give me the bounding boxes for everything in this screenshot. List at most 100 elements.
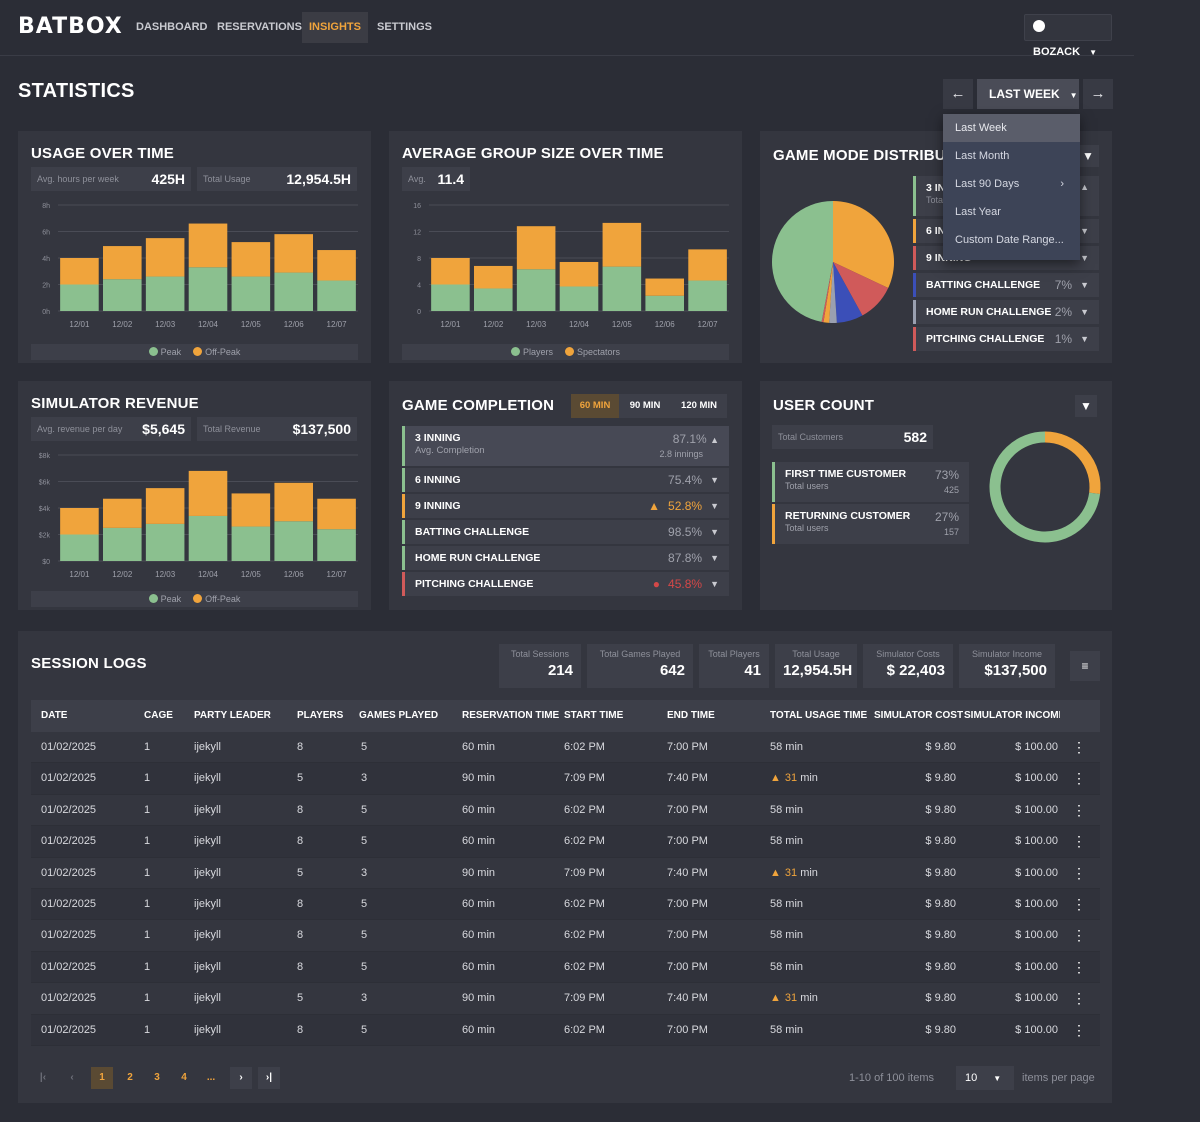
user-icon — [1033, 20, 1045, 32]
row-menu-icon[interactable]: ⋮ — [1072, 739, 1086, 755]
filter-icon[interactable]: ▼ — [1075, 395, 1097, 417]
table-row[interactable]: 01/02/2025 1 ijekyll 8 5 60 min 6:02 PM 7:00 PM… — [31, 732, 1100, 764]
x-tick-label: 12/04 — [198, 570, 219, 579]
chevron-down-icon: ▼ — [710, 501, 719, 511]
nav-insights[interactable]: INSIGHTS — [302, 12, 368, 43]
cell-date: 01/02/2025 — [41, 897, 97, 910]
option-custom-range[interactable]: Custom Date Range... — [955, 234, 1064, 246]
completion-row[interactable]: 9 INNING ▲ 52.8% ▼ — [402, 494, 729, 518]
row-menu-icon[interactable]: ⋮ — [1072, 958, 1086, 975]
bar-offpeak — [317, 498, 356, 530]
row-menu-icon[interactable]: ⋮ — [1072, 1021, 1086, 1038]
nav-reservations[interactable]: RESERVATIONS — [217, 21, 302, 33]
nav-settings[interactable]: SETTINGS — [377, 21, 433, 33]
tab-60-min[interactable]: 60 MIN — [571, 394, 619, 418]
cell-players: 8 — [297, 803, 304, 816]
page-1[interactable]: 1 — [91, 1067, 113, 1089]
chart-legend: Peak Off-Peak — [31, 591, 358, 607]
filter-lines-icon[interactable]: ≡ — [1070, 651, 1100, 681]
table-row[interactable]: 01/02/2025 1 ijekyll 8 5 60 min 6:02 PM 7:00 PM… — [31, 1014, 1100, 1046]
completion-row-3-inning[interactable]: 3 INNING Avg. Completion 87.1% ▲ 2.8 innin… — [402, 426, 729, 466]
row-menu-icon[interactable]: ⋮ — [1072, 770, 1086, 787]
option-last-month[interactable]: Last Month — [955, 150, 1010, 162]
bar-peak — [274, 272, 313, 311]
tab-120-min[interactable]: 120 MIN — [681, 400, 717, 411]
table-row[interactable]: 01/02/2025 1 ijekyll 8 5 60 min 6:02 PM 7:00 PM… — [31, 951, 1100, 984]
prev-page-icon[interactable]: ‹ — [70, 1072, 74, 1083]
x-tick-label: 12/05 — [612, 320, 633, 329]
cell-party-leader: ijekyll — [194, 772, 221, 785]
range-dropdown[interactable]: LAST WEEK ▼ — [977, 79, 1079, 109]
table-row[interactable]: 01/02/2025 1 ijekyll 8 5 60 min 6:02 PM 7:00 PM… — [31, 826, 1100, 858]
row-menu-icon[interactable]: ⋮ — [1072, 927, 1086, 944]
cell-total-usage-time: 58 min — [770, 741, 804, 753]
completion-row[interactable]: BATTING CHALLENGE 98.5% ▼ — [402, 520, 729, 544]
row-menu-icon[interactable]: ⋮ — [1072, 864, 1086, 881]
bar-offpeak — [231, 493, 271, 527]
cell-simulator-cost: $ 9.80 — [925, 992, 956, 1005]
prev-range-button[interactable]: ← — [943, 79, 973, 109]
cell-date: 01/02/2025 — [41, 741, 97, 753]
col-reservation-time[interactable]: RESERVATION TIME — [462, 710, 560, 721]
chevron-down-icon: ▼ — [1080, 334, 1089, 344]
y-tick-label: $8k — [39, 453, 51, 460]
game-mode-row[interactable]: HOME RUN CHALLENGE 2% ▼ — [913, 300, 1099, 324]
game-mode-row[interactable]: BATTING CHALLENGE 7% ▼ — [913, 273, 1099, 297]
option-last-90-days[interactable]: Last 90 Days › — [943, 170, 1080, 198]
first-page-icon[interactable]: |‹ — [39, 1072, 47, 1083]
cell-date: 01/02/2025 — [41, 772, 97, 785]
legend-item-offpeak: Off-Peak — [193, 594, 240, 604]
col-games-played[interactable]: GAMES PLAYED — [359, 710, 439, 721]
col-sim-income[interactable]: SIMULATOR INCOME — [964, 710, 1060, 721]
page-ellipsis[interactable]: ... — [206, 1072, 216, 1083]
table-row[interactable]: 01/02/2025 1 ijekyll 8 5 60 min 6:02 PM 7:00 PM… — [31, 888, 1100, 921]
row-menu-icon[interactable]: ⋮ — [1072, 833, 1086, 850]
summary-total-usage: Total Usage 12,954.5H — [775, 644, 857, 688]
col-date[interactable]: DATE — [41, 710, 68, 721]
last-page-icon[interactable]: ›| — [258, 1067, 280, 1089]
cell-simulator-income: $ 100.00 — [1015, 929, 1058, 942]
table-row[interactable]: 01/02/2025 1 ijekyll 8 5 60 min 6:02 PM 7:00 PM… — [31, 794, 1100, 827]
per-page-select[interactable]: 10 ▼ — [956, 1066, 1014, 1090]
row-menu-icon[interactable]: ⋮ — [1072, 990, 1086, 1007]
cell-date: 01/02/2025 — [41, 866, 97, 879]
table-row[interactable]: 01/02/2025 1 ijekyll 8 5 60 min 6:02 PM 7:00 PM… — [31, 920, 1100, 952]
option-last-week[interactable]: Last Week — [943, 114, 1080, 142]
user-row-returning[interactable]: RETURNING CUSTOMER Total users 27% 157 — [772, 504, 969, 544]
row-menu-icon[interactable]: ⋮ — [1072, 895, 1086, 912]
col-end-time[interactable]: END TIME — [667, 710, 715, 721]
next-page-icon[interactable]: › — [230, 1067, 252, 1089]
next-range-button[interactable]: → — [1083, 79, 1113, 109]
completion-row[interactable]: HOME RUN CHALLENGE 87.8% ▼ — [402, 546, 729, 570]
col-sim-cost[interactable]: SIMULATOR COST — [874, 710, 964, 721]
y-tick-label: $4k — [39, 506, 51, 513]
cell-end-time: 7:40 PM — [667, 866, 708, 879]
y-tick-label: $0 — [42, 559, 50, 566]
filter-icon[interactable]: ▼ — [1077, 145, 1099, 167]
cell-start-time: 7:09 PM — [564, 772, 605, 785]
page-3[interactable]: 3 — [154, 1072, 160, 1083]
page-2[interactable]: 2 — [127, 1072, 133, 1083]
completion-row[interactable]: 6 INNING 75.4% ▼ — [402, 468, 729, 492]
col-party-leader[interactable]: PARTY LEADER — [194, 710, 271, 721]
tab-90-min[interactable]: 90 MIN — [629, 400, 661, 411]
table-row[interactable]: 01/02/2025 1 ijekyll 5 3 90 min 7:09 PM 7:40 PM… — [31, 763, 1100, 795]
col-cage[interactable]: CAGE — [144, 710, 173, 721]
user-menu-button[interactable]: BOZACK ▼ — [1024, 14, 1112, 58]
bar-offpeak — [188, 470, 228, 516]
batbox-logo[interactable]: BATBOX — [18, 14, 123, 39]
row-menu-icon[interactable]: ⋮ — [1072, 801, 1086, 818]
page-4[interactable]: 4 — [181, 1072, 187, 1083]
option-last-year[interactable]: Last Year — [955, 206, 1001, 218]
completion-row[interactable]: PITCHING CHALLENGE ● 45.8% ▼ — [402, 572, 729, 596]
chevron-down-icon: ▼ — [1089, 48, 1097, 57]
user-row-first-time[interactable]: FIRST TIME CUSTOMER Total users 73% 425 — [772, 462, 969, 502]
y-tick-label: 6h — [42, 230, 50, 237]
col-players[interactable]: PLAYERS — [297, 710, 344, 721]
col-total-usage[interactable]: TOTAL USAGE TIME — [770, 710, 868, 721]
game-mode-row[interactable]: PITCHING CHALLENGE 1% ▼ — [913, 327, 1099, 351]
table-row[interactable]: 01/02/2025 1 ijekyll 5 3 90 min 7:09 PM 7:40 PM… — [31, 857, 1100, 889]
nav-dashboard[interactable]: DASHBOARD — [136, 21, 208, 33]
col-start-time[interactable]: START TIME — [564, 710, 624, 721]
table-row[interactable]: 01/02/2025 1 ijekyll 5 3 90 min 7:09 PM 7:40 PM… — [31, 983, 1100, 1015]
